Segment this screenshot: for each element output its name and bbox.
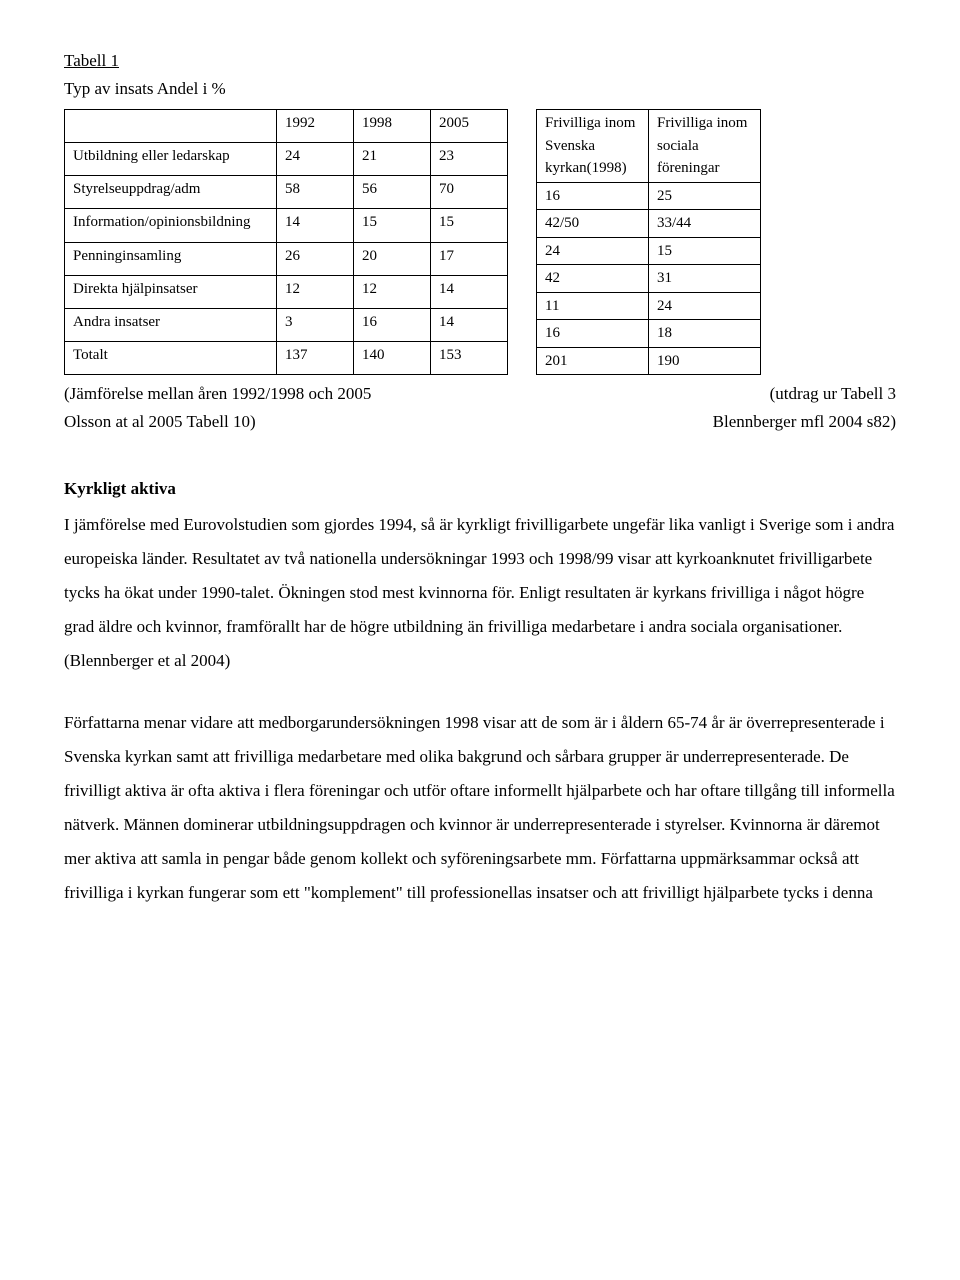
- table-row: 4231: [537, 265, 761, 293]
- col-header: 1992: [277, 110, 354, 143]
- table-row: 1124: [537, 292, 761, 320]
- col-header: [65, 110, 277, 143]
- table-row: Styrelseuppdrag/adm585670: [65, 176, 508, 209]
- table-row: Totalt137140153: [65, 341, 508, 374]
- table-row: Utbildning eller ledarskap242123: [65, 143, 508, 176]
- table-row: 1625: [537, 182, 761, 210]
- table-row: Information/opinionsbildning141515: [65, 209, 508, 242]
- body-paragraph: Författarna menar vidare att medborgarun…: [64, 706, 896, 910]
- table-note-row: Olsson at al 2005 Tabell 10) Blennberger…: [64, 409, 896, 435]
- note-left: Olsson at al 2005 Tabell 10): [64, 409, 256, 435]
- note-left: (Jämförelse mellan åren 1992/1998 och 20…: [64, 381, 371, 407]
- col-header: Frivilliga inom Svenska kyrkan(1998): [537, 110, 649, 183]
- col-header: 2005: [431, 110, 508, 143]
- table-row: Penninginsamling262017: [65, 242, 508, 275]
- table-row: 42/5033/44: [537, 210, 761, 238]
- note-right: (utdrag ur Tabell 3: [770, 381, 896, 407]
- table-row: 2415: [537, 237, 761, 265]
- section-heading: Kyrkligt aktiva: [64, 476, 896, 502]
- table-row: 201190: [537, 347, 761, 375]
- table-right: Frivilliga inom Svenska kyrkan(1998) Fri…: [536, 109, 761, 375]
- table-title: Typ av insats Andel i %: [64, 76, 896, 102]
- table-row: Frivilliga inom Svenska kyrkan(1998) Fri…: [537, 110, 761, 183]
- col-header: 1998: [354, 110, 431, 143]
- tables-row: 1992 1998 2005 Utbildning eller ledarska…: [64, 109, 896, 375]
- table-row: 1992 1998 2005: [65, 110, 508, 143]
- table-row: Andra insatser31614: [65, 308, 508, 341]
- table-row: Direkta hjälpinsatser121214: [65, 275, 508, 308]
- note-right: Blennberger mfl 2004 s82): [713, 409, 896, 435]
- table-label: Tabell 1: [64, 48, 896, 74]
- table-row: 1618: [537, 320, 761, 348]
- body-paragraph: I jämförelse med Eurovolstudien som gjor…: [64, 508, 896, 678]
- table-left: 1992 1998 2005 Utbildning eller ledarska…: [64, 109, 508, 375]
- table-note-row: (Jämförelse mellan åren 1992/1998 och 20…: [64, 381, 896, 407]
- col-header: Frivilliga inom sociala föreningar: [649, 110, 761, 183]
